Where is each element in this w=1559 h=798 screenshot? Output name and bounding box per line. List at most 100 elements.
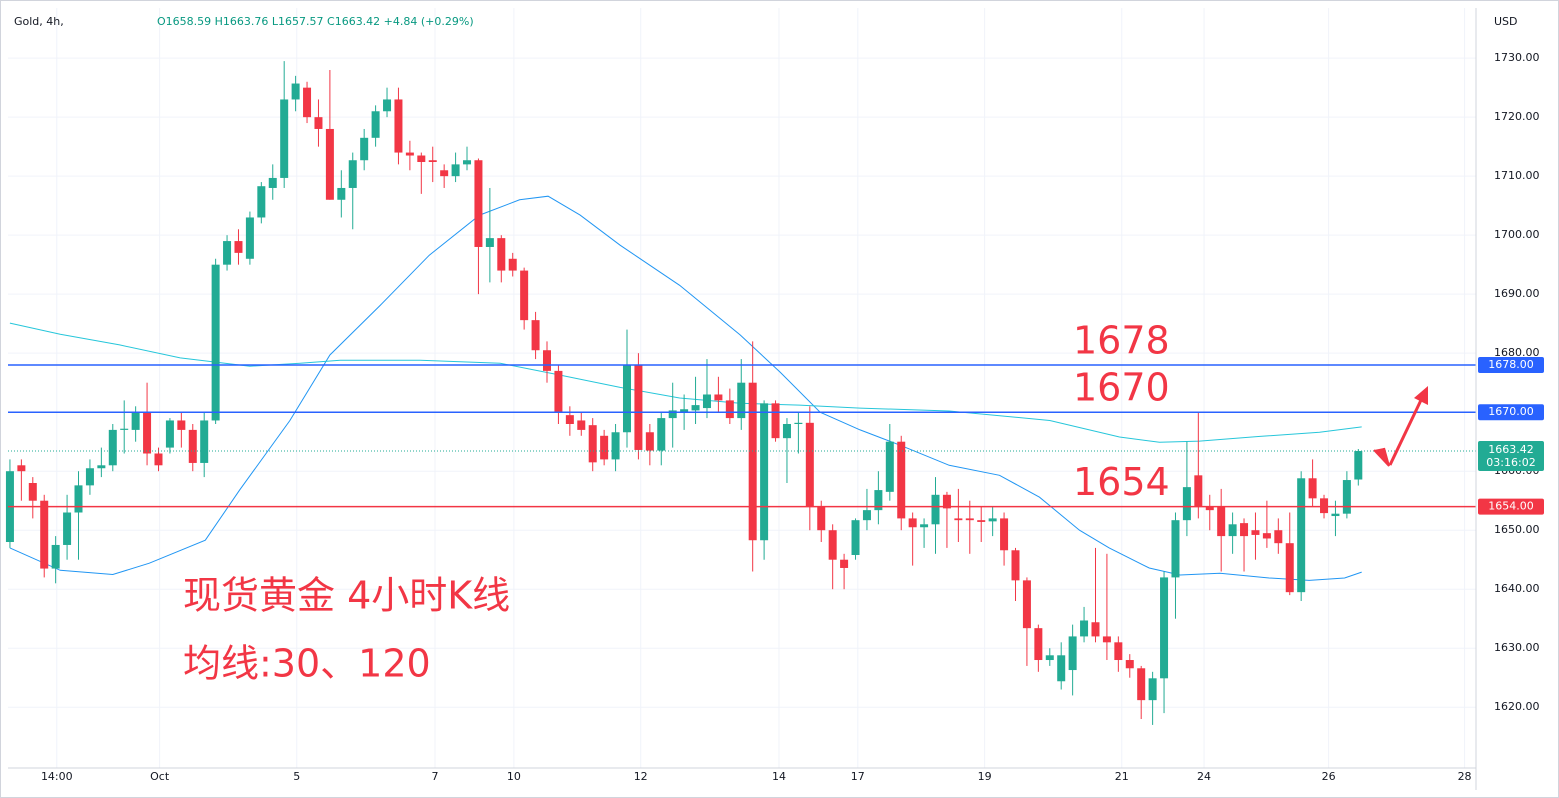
candle-body [280,99,289,178]
candle-body [771,403,780,439]
candle-body [1297,478,1306,593]
candle-body [1000,518,1009,551]
candle-body [920,524,929,528]
candle-body [371,111,380,138]
candle-body [520,270,529,321]
candle-body [440,170,449,177]
candle-body [1011,550,1020,581]
x-tick-label: 7 [432,770,439,783]
arrow [1373,386,1428,467]
x-tick-label: 5 [293,770,300,783]
level-annotation: 1670 [1073,366,1170,410]
y-tick-label: 1640.00 [1494,582,1540,595]
candle-body [851,520,860,555]
candle-body [600,435,609,460]
candle-body [303,87,312,118]
level-label-box [1478,356,1544,373]
candle-body [108,429,117,466]
candle-body [1205,506,1214,511]
candle-body [931,494,940,525]
candle-body [85,468,94,486]
axis: 1620.001630.001640.001650.001660.001670.… [41,51,1544,783]
x-tick-label: 12 [634,770,648,783]
candle-body [691,405,700,411]
candle-body [360,137,369,161]
candle-body [565,415,574,424]
candle-body [405,152,414,156]
candle-body [348,160,357,188]
x-tick-label: Oct [150,770,170,783]
candle-body [1148,678,1157,701]
candle-body [908,518,917,528]
y-tick-label: 1630.00 [1494,641,1540,654]
candle-body [1251,530,1260,535]
candle-body [417,155,426,163]
moving-average [9,195,1362,581]
candle-body [200,420,209,463]
ohlc: O1658.59 H1663.76 L1657.57 C1663.42 +4.8… [157,15,474,28]
candle-body [40,500,49,569]
x-tick-label: 14 [772,770,786,783]
candle-body [131,412,140,430]
candle-body [1068,636,1077,671]
y-tick-label: 1680.00 [1494,346,1540,359]
candle-body [668,410,677,419]
candle-body [508,258,517,271]
candle-body [554,370,563,413]
candle-body [1102,636,1111,643]
candle-body [428,160,437,163]
countdown: 03:16:02 [1486,456,1535,469]
candle-body [782,423,791,439]
level-label: 1670.00 [1488,405,1534,418]
candle-body [1160,577,1169,679]
candle-body [1342,480,1351,514]
candle-body [1331,513,1340,517]
candle-body [165,420,174,448]
candle-body [394,99,403,153]
candle-body [325,128,334,200]
candle-body [1114,642,1123,661]
x-tick-label: 21 [1115,770,1129,783]
candle-body [862,510,871,521]
moving-average [9,322,1362,443]
level-annotation: 1678 [1073,318,1170,362]
candle-body [1228,524,1237,537]
x-tick-label: 19 [978,770,992,783]
candle-body [531,320,540,351]
candle-body [977,520,986,522]
candle-body [97,465,106,469]
candle-body [257,186,266,218]
candle-body [17,465,26,472]
candle-body [268,177,277,188]
candle-body [1217,506,1226,537]
candle-body [680,409,689,413]
symbol: Gold, 4h, [14,15,64,28]
candle-body [645,432,654,451]
candle-body [451,164,460,177]
candle-body [1057,655,1066,682]
level-label-box [1478,498,1544,515]
x-tick-label: 28 [1458,770,1472,783]
y-tick-label: 1700.00 [1494,228,1540,241]
y-tick-label: 1650.00 [1494,523,1540,536]
y-tick-label: 1730.00 [1494,51,1540,64]
candle-body [337,187,346,200]
candle-body [74,485,83,513]
currency: USD [1494,15,1518,28]
candle-body [1308,478,1317,499]
candle-body [622,364,631,433]
candle-body [120,428,129,430]
candle-body [737,382,746,419]
x-tick-label: 26 [1322,770,1336,783]
candle-body [1171,520,1180,578]
candle-body [1240,523,1249,537]
candle-body [1045,655,1054,661]
x-tick-label: 14:00 [41,770,73,783]
candle-body [897,441,906,519]
x-tick-label: 10 [507,770,521,783]
note: 均线:30、120 [183,642,431,686]
candle-body [794,422,803,424]
level-annotation: 1654 [1073,460,1170,504]
